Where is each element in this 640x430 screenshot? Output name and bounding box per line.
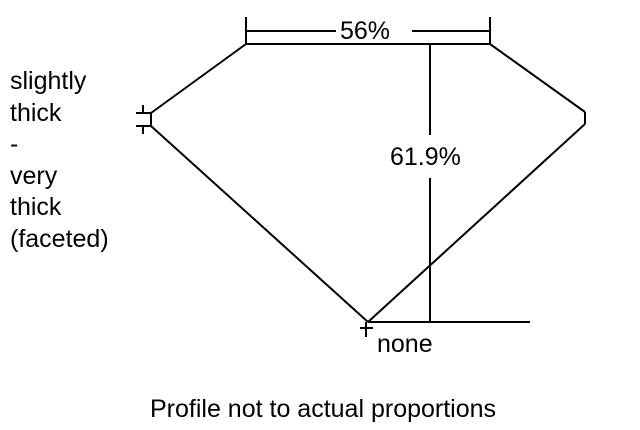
girdle-left xyxy=(136,112,152,127)
depth-percent-label: 61.9% xyxy=(390,143,461,171)
girdle-label-line: - xyxy=(10,130,19,158)
girdle-label: slightly thick - very thick (faceted) xyxy=(10,66,109,255)
girdle-label-line: (faceted) xyxy=(10,224,109,253)
girdle-label-line: very xyxy=(10,161,58,190)
culet-label: none xyxy=(377,330,433,358)
table-percent-label: 56% xyxy=(340,17,391,45)
girdle-label-line: slightly xyxy=(10,67,87,95)
crown-left xyxy=(150,43,247,114)
pavilion-left xyxy=(150,125,369,323)
pavilion-right xyxy=(367,123,586,323)
caption: Profile not to actual proportions xyxy=(150,395,497,423)
girdle-label-line: thick xyxy=(10,98,62,127)
crown-right xyxy=(489,43,586,113)
girdle-label-line: thick xyxy=(10,193,62,221)
